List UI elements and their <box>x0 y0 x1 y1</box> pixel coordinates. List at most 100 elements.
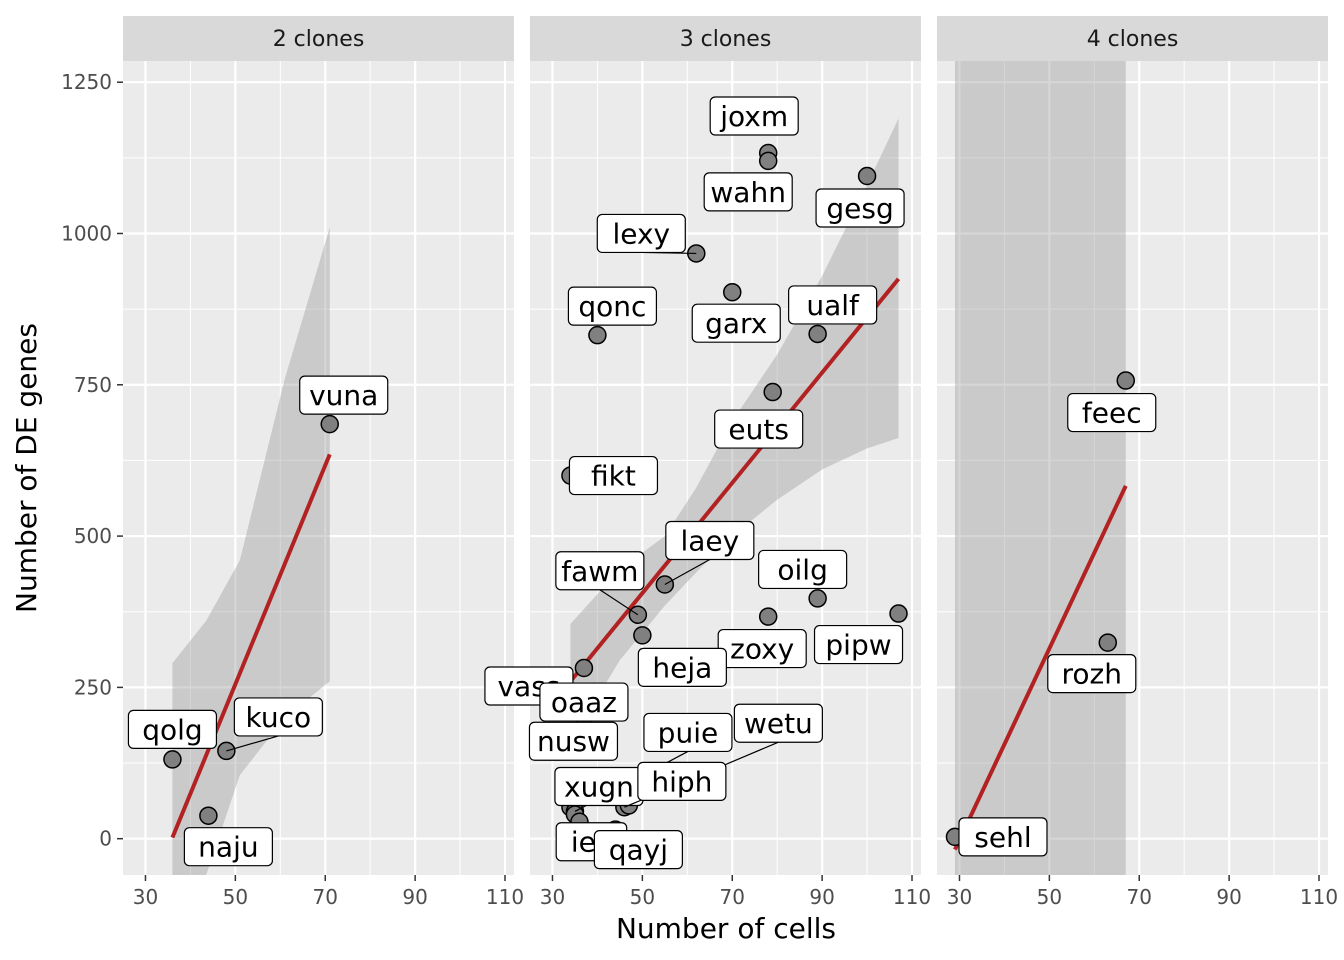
point-label: kuco <box>246 701 312 734</box>
point-label: sehl <box>974 821 1031 854</box>
y-tick-label: 500 <box>74 524 112 548</box>
point-label: lexy <box>612 217 670 250</box>
x-tick-label: 90 <box>809 885 834 909</box>
data-point <box>857 166 877 186</box>
point-label: laey <box>680 525 739 558</box>
data-point <box>889 604 908 623</box>
y-tick-label: 0 <box>99 827 112 851</box>
point-label: euts <box>728 413 789 446</box>
point-label: ualf <box>806 289 860 322</box>
point-label-box <box>593 830 683 870</box>
point-label-box <box>665 520 755 561</box>
point-label: fikt <box>591 460 636 493</box>
facet-strip <box>530 16 921 61</box>
point-label-box <box>1067 392 1157 433</box>
data-point <box>1098 633 1118 652</box>
point-label-box <box>958 817 1048 857</box>
x-tick-label: 70 <box>1127 885 1152 909</box>
point-label-box <box>643 712 733 753</box>
x-tick-label: 70 <box>720 885 745 909</box>
label-leader-line <box>599 589 639 616</box>
point-label: puie <box>658 716 719 749</box>
point-label-box <box>637 761 727 802</box>
point-label: qolg <box>142 713 202 746</box>
point-label: naju <box>198 831 258 864</box>
facet-strip-label: 3 clones <box>680 27 772 52</box>
y-tick-label: 250 <box>74 675 112 699</box>
point-label-box <box>528 721 619 761</box>
data-point <box>722 282 742 302</box>
data-point <box>320 414 339 434</box>
y-axis-title: Number of DE genes <box>10 323 43 613</box>
data-point <box>574 658 594 678</box>
point-label: wetu <box>744 707 813 740</box>
x-tick-label: 90 <box>402 885 427 909</box>
point-label: gesg <box>826 192 893 225</box>
x-axis-title: Number of cells <box>616 912 836 945</box>
point-label: heja <box>652 651 712 684</box>
point-label-box <box>709 96 799 136</box>
point-label: fawm <box>561 555 638 588</box>
data-point <box>633 626 652 645</box>
point-label-box <box>567 286 658 326</box>
panel-background <box>937 61 1328 875</box>
data-point <box>588 325 607 345</box>
point-label-box <box>815 188 905 228</box>
point-label-box <box>788 285 878 325</box>
x-tick-label: 110 <box>893 885 931 909</box>
data-point <box>199 806 218 825</box>
label-leader-line <box>226 735 279 752</box>
point-label: oaaz <box>551 686 617 719</box>
x-tick-label: 50 <box>223 885 248 909</box>
x-tick-label: 70 <box>313 885 338 909</box>
point-label-box <box>637 647 727 687</box>
data-point <box>163 750 182 769</box>
point-label-box <box>539 682 629 722</box>
point-label-box <box>299 375 389 415</box>
point-label-box <box>555 551 645 591</box>
data-point <box>758 607 778 626</box>
point-label-box <box>233 697 323 737</box>
regression-line <box>953 485 1128 851</box>
point-label: oilg <box>777 553 827 586</box>
point-label: qayj <box>609 834 668 867</box>
label-leader-line <box>664 558 711 586</box>
x-tick-label: 50 <box>630 885 655 909</box>
data-point <box>758 151 778 171</box>
data-point <box>1116 371 1136 390</box>
data-point <box>808 324 827 344</box>
y-tick-label: 750 <box>74 373 112 397</box>
x-tick-label: 30 <box>947 885 972 909</box>
facet-strip-label: 2 clones <box>273 27 365 52</box>
point-label-box <box>1047 654 1137 694</box>
facet-panel-1: 2 clones vuna kuco qolg naju 30 50 70 90 110 <box>123 16 524 909</box>
data-point <box>763 382 782 402</box>
x-tick-label: 90 <box>1216 885 1241 909</box>
x-tick-label: 110 <box>486 885 524 909</box>
y-tick-label: 1250 <box>61 70 112 94</box>
point-label-box <box>568 455 659 496</box>
point-label: nusw <box>537 725 610 758</box>
point-label-box <box>733 703 823 743</box>
data-point <box>808 589 827 608</box>
facet-panel-3: 4 clones feec rozh sehl 30 50 70 90 110 <box>937 16 1338 909</box>
confidence-ribbon <box>954 61 1126 875</box>
x-tick-label: 50 <box>1037 885 1062 909</box>
point-label: feec <box>1082 397 1142 430</box>
facet-strip <box>937 16 1328 61</box>
point-label-box <box>758 549 848 590</box>
point-label: qonc <box>578 290 646 323</box>
x-tick-label: 110 <box>1300 885 1338 909</box>
point-label: xugn <box>564 770 634 803</box>
point-label-box <box>596 213 686 254</box>
point-label: hiph <box>651 765 712 798</box>
x-tick-label: 30 <box>540 885 565 909</box>
point-label: pipw <box>825 629 891 662</box>
facet-strip-label: 4 clones <box>1087 27 1179 52</box>
point-label: joxm <box>719 100 788 133</box>
facet-strip <box>123 16 514 61</box>
x-tick-label: 30 <box>133 885 158 909</box>
point-label-box <box>183 827 273 867</box>
point-label: garx <box>705 307 767 340</box>
